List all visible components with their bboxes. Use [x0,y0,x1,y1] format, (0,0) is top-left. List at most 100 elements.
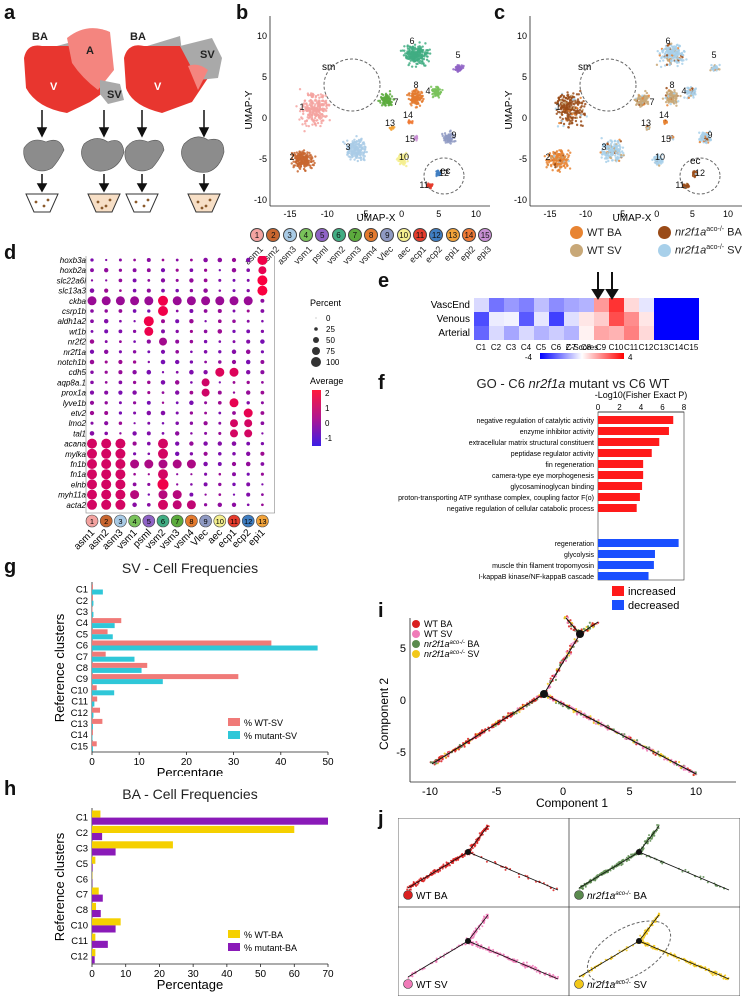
dotplot-dot [90,421,94,425]
umap-point [550,156,553,159]
sample-legend-swatch [570,226,583,239]
umap-point [395,158,399,161]
dotplot-dot [217,462,222,466]
umap-point [552,160,555,163]
umap-point [670,90,673,94]
traj-point [663,758,666,761]
traj-point [518,710,521,714]
umap-cluster-number: 5 [711,50,716,60]
dotplot-dot [261,493,264,496]
umap-point [407,120,411,123]
umap-point [644,98,647,102]
umap-point [317,105,320,108]
dotplot-dot [246,268,250,272]
umap-point [671,99,675,102]
umap-point [353,151,356,154]
umap-point [363,145,366,148]
traj-j-point [463,854,466,857]
umap-point [567,93,570,97]
umap-point [406,57,410,61]
umap-point [295,160,298,164]
traj-branch-node [540,690,548,698]
umap-point [639,105,642,108]
dotplot-dot [146,400,151,405]
heatmap-cell [609,298,624,312]
traj-j-point [557,975,560,978]
heatmap-cell [564,298,579,312]
umap-point [436,86,439,89]
umap-point [359,156,362,160]
bar-x-tick: 30 [228,757,240,768]
umap-point [675,104,678,107]
umap-point [682,59,685,62]
umap-point [314,155,317,158]
traj-j-point [524,966,527,969]
umap-point [655,63,659,67]
dotplot-dot [189,339,194,344]
traj-ylabel: Component 2 [377,678,391,750]
sample-legend-label: WT BA [587,226,622,239]
umap-point [447,133,451,136]
umap-point [353,144,357,148]
dotplot-dot [119,432,122,435]
atrium-remnant-mut [188,64,208,90]
umap-point [431,92,434,96]
traj-point [554,700,558,703]
dotplot-dot [260,339,265,344]
umap-point [663,53,667,56]
umap-point [383,96,387,100]
umap-point [559,156,562,159]
umap-point [407,63,410,67]
dotplot-dot [260,370,265,375]
umap-point [293,151,296,155]
gene-label: etv2 [71,409,87,418]
dotplot-dot [203,339,208,344]
schematic-label: SV [200,49,215,61]
umap-xtick: -10 [321,209,334,219]
traj-branch-node [576,630,584,638]
umap-point [689,88,692,92]
traj-j-point [661,862,664,865]
bar-legend-swatch [228,930,240,938]
dotplot-dot [146,339,151,344]
umap-point [409,99,413,102]
umap-point [444,141,447,144]
umap-point [295,105,298,108]
dotplot-dot [146,441,151,446]
umap-point [618,156,621,159]
umap-point [616,139,620,143]
dotplot-size-label: 50 [326,336,335,345]
dotplot-cluster-number: 9 [204,517,208,526]
bar-category-label: C15 [71,741,88,752]
umap-point [682,184,685,187]
umap-point [325,114,328,118]
umap-point [346,150,350,154]
traj-point [522,707,525,710]
umap-c-ec-label: ec [690,156,701,167]
bar-category-label: C6 [76,641,88,652]
umap-point [349,145,352,149]
umap-ytick: 5 [262,72,267,82]
dotplot-dot [260,350,265,354]
umap-point [308,156,312,159]
umap-point [669,59,673,62]
bar-y-label: Reference clusters [52,832,67,941]
heatmap-cell [669,326,684,340]
traj-point [657,750,660,753]
umap-point [381,102,385,105]
bar-legend-label: % mutant-BA [244,943,297,953]
traj-point [573,638,576,641]
dotplot-dot [101,296,111,306]
umap-point [316,102,320,106]
traj-xlabel: Component 1 [536,796,608,810]
dotplot-dot [132,268,137,273]
umap-point [656,49,659,53]
panel-label-f: f [378,372,385,394]
umap-point [350,152,354,155]
traj-j-node [636,849,642,855]
umap-point [388,97,392,100]
traj-j-point [487,825,490,828]
umap-point [556,125,560,128]
gene-label: mylka [65,450,86,459]
umap-point [420,100,424,103]
